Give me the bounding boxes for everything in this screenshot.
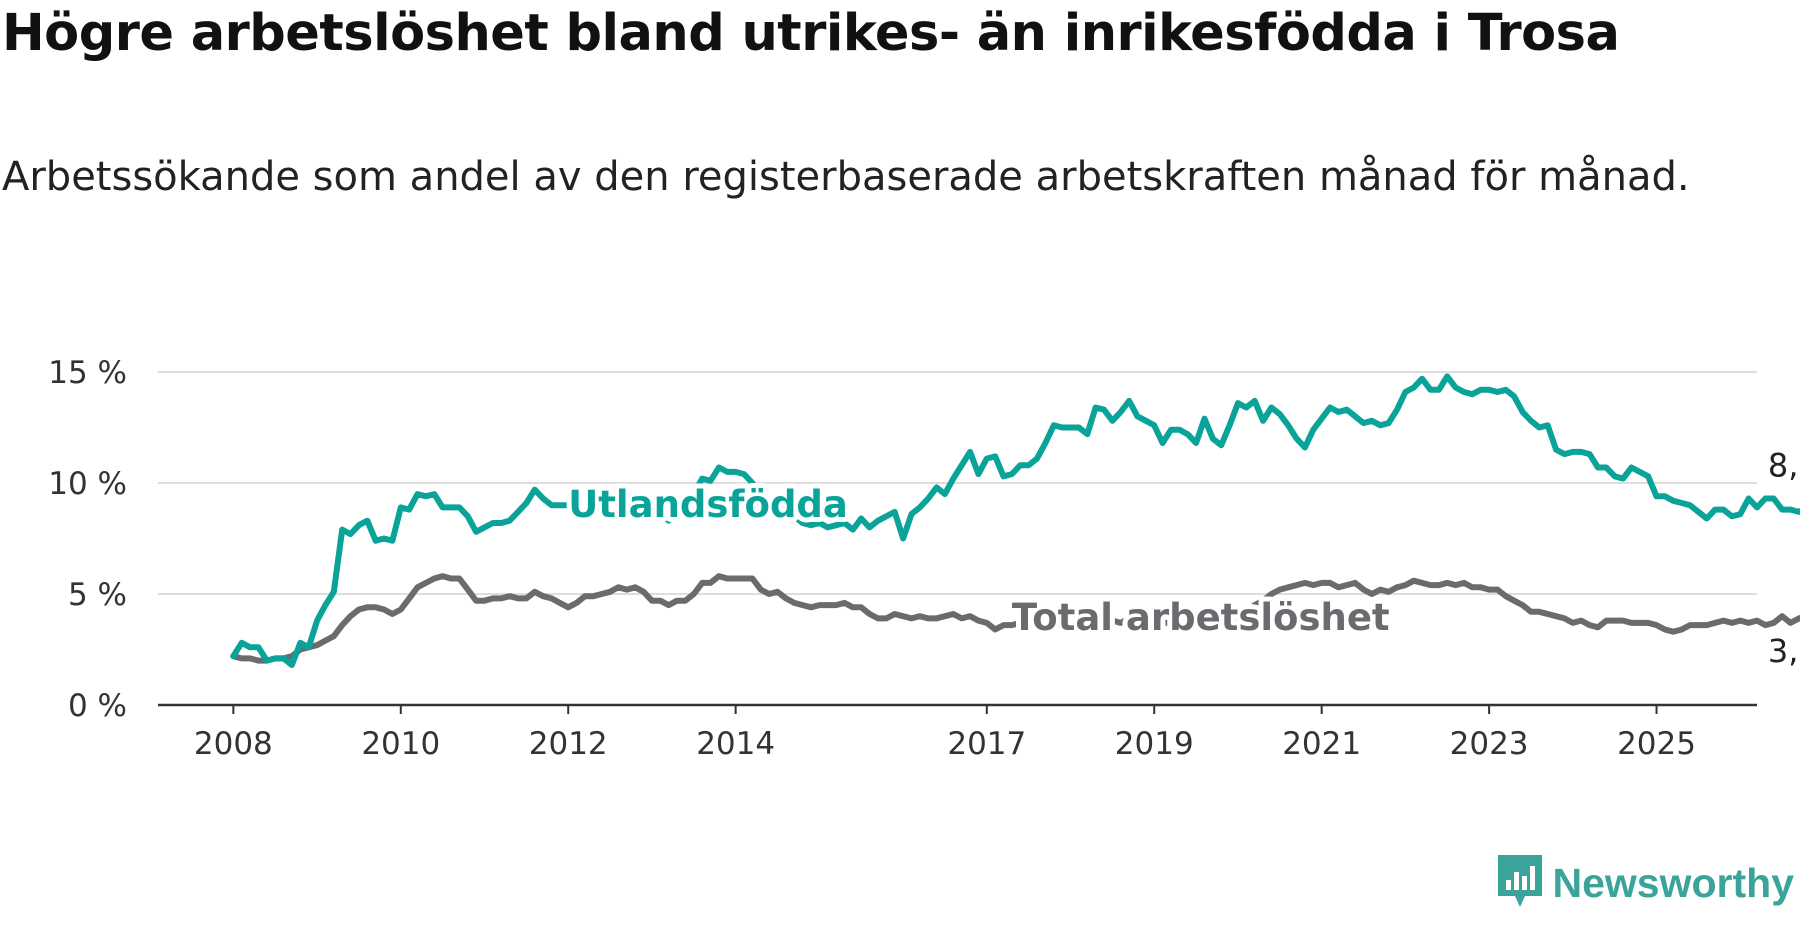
newsworthy-logo-icon	[1495, 852, 1545, 914]
x-tick-label: 2019	[1115, 726, 1194, 762]
x-tick-label: 2014	[696, 726, 775, 762]
x-tick-label: 2008	[194, 726, 273, 762]
y-tick-label: 15 %	[48, 355, 127, 391]
series-lines	[230, 373, 1800, 668]
series-line	[230, 573, 1800, 664]
x-tick-label: 2012	[529, 726, 608, 762]
series-label: Total arbetslöshet	[1012, 596, 1390, 639]
x-tick-label: 2025	[1617, 726, 1696, 762]
x-tick-label: 2017	[947, 726, 1026, 762]
x-tick-label: 2021	[1282, 726, 1361, 762]
series-label: Utlandsfödda	[568, 483, 848, 526]
series-line	[230, 373, 1800, 668]
x-tick-label: 2023	[1450, 726, 1529, 762]
y-tick-label: 0 %	[68, 688, 127, 724]
y-tick-label: 10 %	[48, 466, 127, 502]
brand-name: Newsworthy	[1552, 859, 1795, 906]
chart-title: Högre arbetslöshet bland utrikes- än inr…	[2, 4, 1620, 63]
chart-subtitle: Arbetssökande som andel av den registerb…	[2, 154, 1690, 200]
newsworthy-brand[interactable]: Newsworthy	[1495, 852, 1795, 914]
end-value-label: 3,5 %	[1768, 632, 1800, 670]
x-tick-label: 2010	[361, 726, 440, 762]
chart-labels: Utlandsfödda Total arbetslöshet 8,6 % 3,5 %	[563, 447, 1800, 670]
axes: 0 % 5 % 10 % 15 % 2008 2010 2012 2014 2017 2019 20…	[48, 355, 1757, 762]
end-value-label: 8,6 %	[1768, 447, 1800, 485]
gridlines	[158, 371, 1757, 595]
y-tick-label: 5 %	[68, 577, 127, 613]
